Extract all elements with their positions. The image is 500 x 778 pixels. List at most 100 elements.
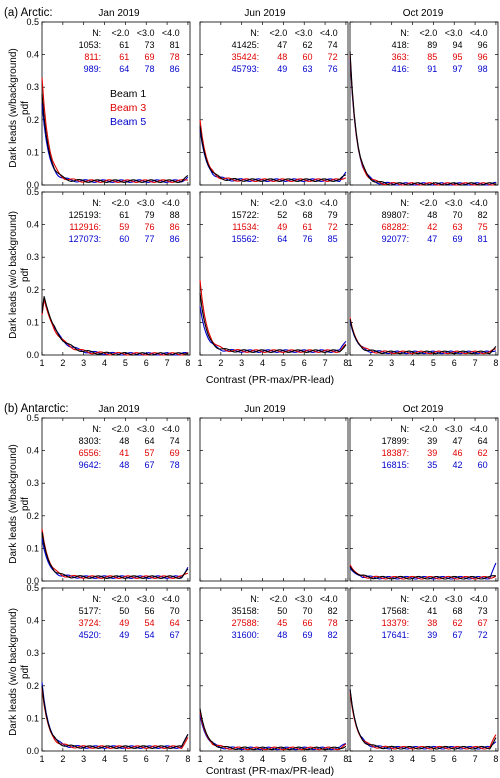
table-header-cell: <4.0 xyxy=(162,28,180,38)
table-header-cell: <4.0 xyxy=(470,424,488,434)
x-tick-label: 8 xyxy=(343,754,348,764)
x-tick-label: 3 xyxy=(389,754,394,764)
table-cell: 60 xyxy=(478,460,488,470)
table-cell: 76 xyxy=(144,222,154,232)
table-cell: 62 xyxy=(302,40,312,50)
table-cell: 94 xyxy=(452,40,462,50)
x-tick-label: 8 xyxy=(493,754,498,764)
table-cell: 72 xyxy=(478,630,488,640)
table-cell: 49 xyxy=(119,630,129,640)
x-tick-label: 6 xyxy=(452,754,457,764)
y-tick-label: 0.1 xyxy=(26,713,39,723)
x-tick-label: 7 xyxy=(323,358,328,368)
series-line xyxy=(349,565,496,580)
table-cell: 73 xyxy=(478,606,488,616)
table-cell: 73 xyxy=(144,40,154,50)
table-cell: 67 xyxy=(478,618,488,628)
table-cell: 76 xyxy=(328,64,338,74)
x-tick-label: 3 xyxy=(239,358,244,368)
y-tick-label: 0.5 xyxy=(26,583,39,593)
series-line xyxy=(349,564,497,580)
table-cell: 35 xyxy=(427,460,437,470)
panel-frame xyxy=(349,587,499,752)
table-cell: 96 xyxy=(478,40,488,50)
section-b-label: (b) Antarctic: xyxy=(4,403,69,415)
series-line xyxy=(41,296,189,356)
series-line xyxy=(349,689,497,750)
table-header-cell: <3.0 xyxy=(295,28,313,38)
table-cell: 31600: xyxy=(232,630,260,640)
series-line xyxy=(41,299,189,356)
panel-frame xyxy=(41,191,191,356)
x-tick-label: 1 xyxy=(347,754,352,764)
table-cell: 39 xyxy=(427,448,437,458)
series-line xyxy=(41,689,189,750)
table-cell: 63 xyxy=(452,222,462,232)
table-cell: 48 xyxy=(277,52,287,62)
table-cell: 3724: xyxy=(79,618,102,628)
table-cell: 81 xyxy=(478,234,488,244)
panel: 1 2 3 4 5 6 7 8 N: <2.0 <3.0 <4.0 15722: 52 68 79 11534:… xyxy=(197,191,348,368)
table-header-cell: N: xyxy=(250,28,259,38)
table-header-cell: <2.0 xyxy=(420,424,438,434)
x-tick-label: 2 xyxy=(60,754,65,764)
y-tick-label: 0.1 xyxy=(26,147,39,157)
y-tick-label: 0.4 xyxy=(26,616,39,626)
panel: 0.00.10.20.30.40.51 2 3 4 5 6 7 8N: <2.0 <3.0 <4.0… xyxy=(26,583,190,764)
table-cell: 64 xyxy=(277,234,287,244)
x-tick-label: 5 xyxy=(431,754,436,764)
panel-frame xyxy=(41,417,191,582)
series-line xyxy=(199,279,347,353)
series-line xyxy=(349,317,496,355)
table-header-cell: N: xyxy=(400,28,409,38)
series-line xyxy=(199,708,347,751)
series-line xyxy=(199,119,347,182)
ylabel-b-row2-unit: pdf xyxy=(20,665,31,679)
table-header-cell: <3.0 xyxy=(445,28,463,38)
table-cell: 92077: xyxy=(382,234,410,244)
x-tick-label: 4 xyxy=(260,358,265,368)
series-line xyxy=(41,297,189,356)
table-cell: 38 xyxy=(427,618,437,628)
table-cell: 70 xyxy=(452,210,462,220)
x-tick-label: 4 xyxy=(410,358,415,368)
table-header-cell: <2.0 xyxy=(270,198,288,208)
table-header-cell: <4.0 xyxy=(320,198,338,208)
month-a-jun: Jun 2019 xyxy=(244,8,286,19)
table-cell: 127073: xyxy=(69,234,102,244)
table-cell: 68282: xyxy=(382,222,410,232)
table-cell: 17568: xyxy=(382,606,410,616)
table-cell: 57 xyxy=(144,448,154,458)
y-tick-label: 0.4 xyxy=(26,446,39,456)
table-cell: 42 xyxy=(452,460,462,470)
series-line xyxy=(199,714,347,751)
table-cell: 67 xyxy=(144,460,154,470)
panel: N: <2.0 <3.0 <4.0 41425: 47 62 74 35424: 48 60 72 45… xyxy=(199,21,349,186)
table-cell: 54 xyxy=(144,618,154,628)
ylabel-a-row2: Dark leads (w/o background) xyxy=(8,211,19,339)
table-header-cell: N: xyxy=(400,198,409,208)
table-cell: 11534: xyxy=(232,222,259,232)
table-header-cell: <4.0 xyxy=(470,594,488,604)
x-tick-label: 2 xyxy=(218,754,223,764)
x-tick-label: 6 xyxy=(452,358,457,368)
table-cell: 50 xyxy=(277,606,287,616)
table-cell: 13379: xyxy=(382,618,410,628)
table-cell: 35424: xyxy=(232,52,260,62)
y-tick-label: 0.2 xyxy=(26,681,39,691)
table-header-cell: <2.0 xyxy=(270,594,288,604)
table-cell: 125193: xyxy=(69,210,102,220)
table-cell: 416: xyxy=(392,64,410,74)
y-tick-label: 0.0 xyxy=(26,576,39,586)
table-header-cell: <3.0 xyxy=(137,424,155,434)
series-line xyxy=(199,129,347,182)
y-tick-label: 0.0 xyxy=(26,180,39,190)
table-cell: 8303: xyxy=(79,436,102,446)
x-tick-label: 1 xyxy=(39,754,44,764)
month-a-oct: Oct 2019 xyxy=(403,8,444,19)
table-cell: 89807: xyxy=(382,210,410,220)
x-tick-label: 5 xyxy=(431,358,436,368)
x-tick-label: 5 xyxy=(281,754,286,764)
table-cell: 60 xyxy=(302,52,312,62)
